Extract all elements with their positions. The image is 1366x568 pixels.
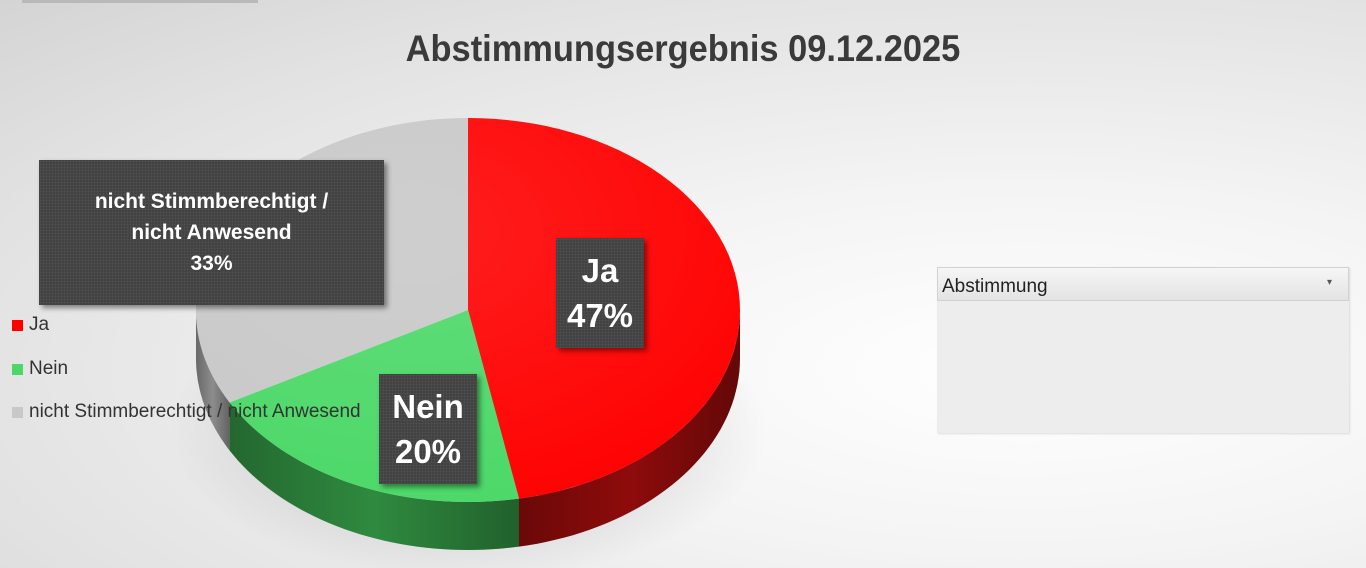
chart-title: Abstimmungsergebnis 09.12.2025	[405, 28, 961, 69]
pie-side-shade	[229, 402, 519, 550]
legend-swatch	[12, 406, 23, 418]
data-label-grey-pct: 33%	[190, 252, 233, 275]
legend-item-label: Ja	[29, 314, 50, 335]
data-label-nein: Nein 20%	[379, 374, 477, 484]
pie-side-shade	[196, 310, 230, 451]
legend-swatch	[12, 363, 23, 375]
legend-item-ja: Ja	[12, 314, 49, 336]
legend-filter-header[interactable]: Abstimmung ▾	[937, 267, 1349, 301]
legend: Abstimmung ▾	[937, 267, 1349, 433]
data-label-nein-name: Nein	[392, 388, 464, 425]
legend-header-label: Abstimmung	[942, 276, 1048, 297]
legend-item-nicht-stimmberechtigt: nicht Stimmberechtigt / nicht Anwesend	[12, 401, 361, 423]
data-label-ja-pct: 47%	[566, 297, 634, 334]
data-label-grey-line1: nicht Stimmberechtigt /	[94, 190, 329, 213]
data-label-nein-pct: 20%	[394, 433, 462, 470]
data-label-grey-line2: nicht Anwesend	[131, 221, 292, 244]
data-label-grey: nicht Stimmberechtigt / nicht Anwesend 3…	[39, 160, 384, 305]
legend-swatch	[12, 319, 23, 331]
legend-item-nein: Nein	[12, 358, 68, 380]
pie-side-shade	[519, 310, 740, 547]
legend-item-label: Nein	[29, 358, 69, 379]
data-label-ja: Ja 47%	[556, 238, 644, 348]
pie-sides	[196, 310, 740, 550]
top-tab	[22, 0, 258, 3]
data-label-ja-name: Ja	[581, 252, 619, 289]
legend-item-label: nicht Stimmberechtigt / nicht Anwesend	[29, 401, 361, 422]
dropdown-arrow-icon[interactable]: ▾	[1326, 277, 1332, 288]
